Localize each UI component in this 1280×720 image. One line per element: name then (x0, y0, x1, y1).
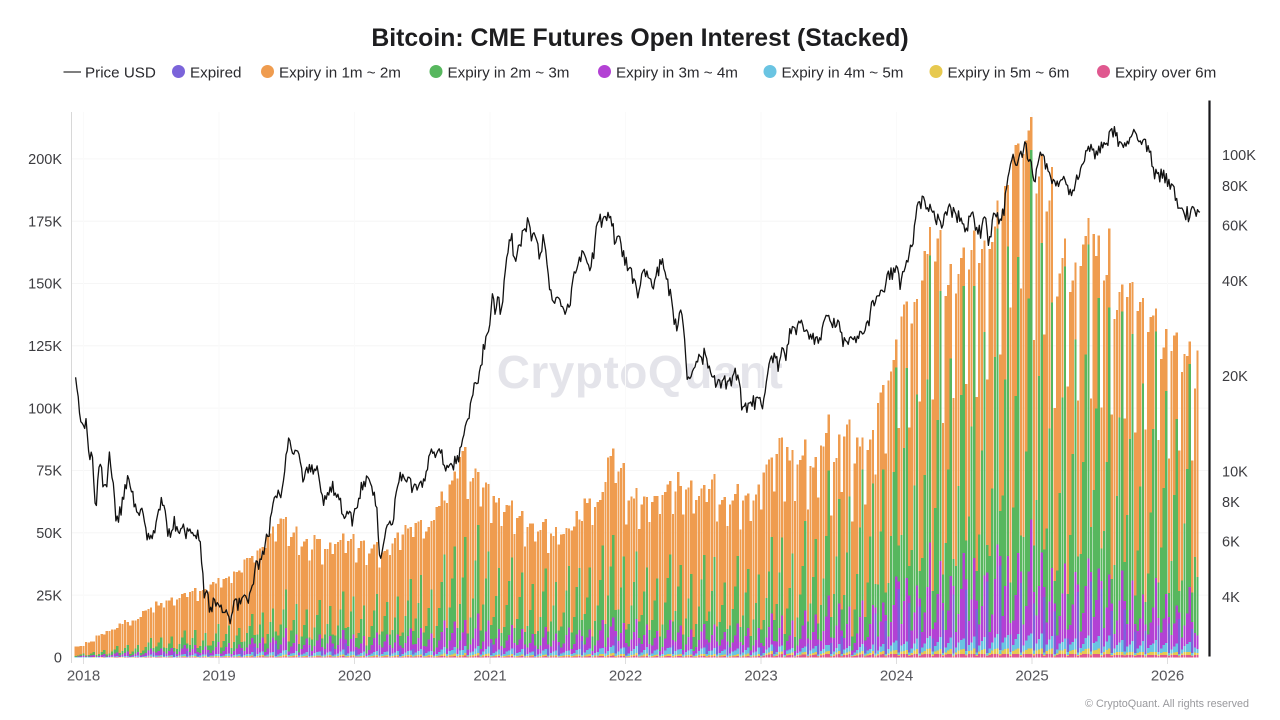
svg-text:125K: 125K (28, 339, 62, 355)
svg-text:40K: 40K (1222, 274, 1248, 290)
svg-text:Expiry in 4m ~ 5m: Expiry in 4m ~ 5m (782, 65, 904, 82)
svg-text:Expired: Expired (190, 65, 242, 82)
svg-text:6K: 6K (1222, 535, 1240, 551)
svg-text:80K: 80K (1222, 179, 1248, 195)
svg-text:60K: 60K (1222, 218, 1248, 234)
svg-text:2024: 2024 (880, 668, 913, 685)
svg-text:50K: 50K (36, 526, 62, 542)
svg-text:Expiry in 3m ~ 4m: Expiry in 3m ~ 4m (616, 65, 738, 82)
svg-text:100K: 100K (28, 401, 62, 417)
svg-text:2025: 2025 (1015, 668, 1048, 685)
svg-text:2020: 2020 (338, 668, 371, 685)
svg-text:100K: 100K (1222, 148, 1256, 164)
svg-text:0: 0 (54, 651, 62, 667)
svg-text:Expiry in 5m ~ 6m: Expiry in 5m ~ 6m (948, 65, 1070, 82)
svg-text:Price USD: Price USD (85, 65, 156, 82)
svg-text:20K: 20K (1222, 369, 1248, 385)
svg-text:8K: 8K (1222, 495, 1240, 511)
svg-text:Expiry in 1m ~ 2m: Expiry in 1m ~ 2m (279, 65, 401, 82)
svg-text:2018: 2018 (67, 668, 100, 685)
svg-text:© CryptoQuant. All rights rese: © CryptoQuant. All rights reserved (1085, 698, 1249, 710)
svg-text:Bitcoin: CME Futures Open Inte: Bitcoin: CME Futures Open Interest (Stac… (371, 25, 908, 52)
svg-text:200K: 200K (28, 152, 62, 168)
svg-text:2022: 2022 (609, 668, 642, 685)
svg-text:Expiry in 2m ~ 3m: Expiry in 2m ~ 3m (448, 65, 570, 82)
svg-text:Expiry over 6m: Expiry over 6m (1115, 65, 1216, 82)
svg-text:150K: 150K (28, 277, 62, 293)
svg-text:4K: 4K (1222, 590, 1240, 606)
svg-text:2019: 2019 (202, 668, 235, 685)
svg-text:2021: 2021 (473, 668, 506, 685)
svg-text:25K: 25K (36, 588, 62, 604)
svg-text:175K: 175K (28, 214, 62, 230)
svg-text:2023: 2023 (744, 668, 777, 685)
svg-text:75K: 75K (36, 464, 62, 480)
svg-text:2026: 2026 (1151, 668, 1184, 685)
svg-text:10K: 10K (1222, 464, 1248, 480)
